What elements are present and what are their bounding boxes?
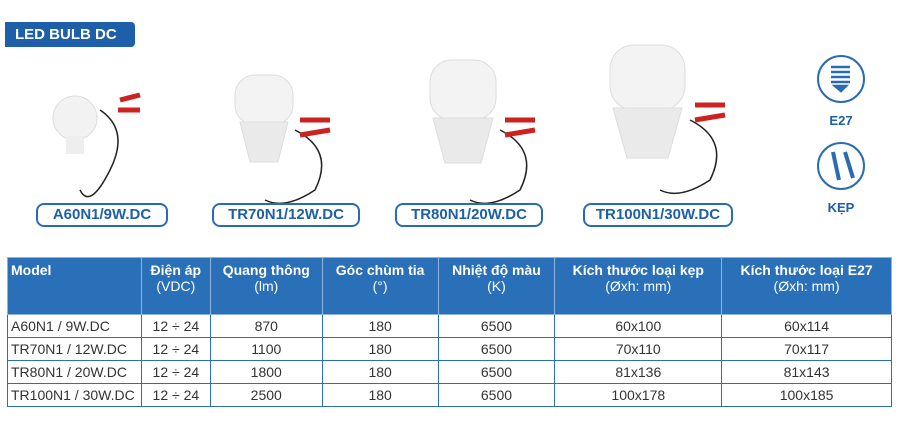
product-label: TR70N1/12W.DC bbox=[212, 203, 360, 227]
table-cell: A60N1 / 9W.DC bbox=[7, 314, 142, 338]
column-header: Góc chùm tia (°) bbox=[321, 257, 439, 315]
table-row: TR70N1 / 12W.DC 12 ÷ 24 1100 180 6500 70x110 7… bbox=[7, 337, 892, 361]
table-cell: 180 bbox=[321, 383, 439, 407]
table-cell: TR80N1 / 20W.DC bbox=[7, 360, 142, 384]
table-cell: TR100N1 / 30W.DC bbox=[7, 383, 142, 407]
table-row: TR100N1 / 30W.DC 12 ÷ 24 2500 180 6500 100x17… bbox=[7, 383, 892, 407]
table-cell: 100x178 bbox=[554, 383, 723, 407]
header-unit: (Øxh: mm) bbox=[773, 278, 840, 294]
table-cell: 12 ÷ 24 bbox=[140, 383, 211, 407]
table-row: A60N1 / 9W.DC 12 ÷ 24 870 180 6500 60x100 60x1… bbox=[7, 314, 892, 338]
kep-label: KẸP bbox=[827, 200, 855, 215]
table-cell: 6500 bbox=[437, 360, 556, 384]
column-header: Kích thước loại kẹp (Øxh: mm) bbox=[554, 257, 723, 315]
header-unit: (Øxh: mm) bbox=[605, 278, 672, 294]
table-cell: 81x136 bbox=[554, 360, 723, 384]
table-cell: 12 ÷ 24 bbox=[140, 314, 211, 338]
table-cell: 1800 bbox=[209, 360, 323, 384]
table-row: TR80N1 / 20W.DC 12 ÷ 24 1800 180 6500 81x136 8… bbox=[7, 360, 892, 384]
product-label: TR80N1/20W.DC bbox=[395, 203, 543, 227]
clamp-icon bbox=[817, 142, 865, 190]
product-label: TR100N1/30W.DC bbox=[583, 203, 733, 227]
header-unit: (lm) bbox=[254, 278, 279, 294]
table-cell: 60x114 bbox=[721, 314, 892, 338]
column-header: Điện áp (VDC) bbox=[140, 257, 211, 315]
section-title: LED BULB DC bbox=[5, 22, 135, 47]
column-header: Kích thước loại E27 (Øxh: mm) bbox=[721, 257, 892, 315]
header-title: Điện áp bbox=[150, 262, 202, 278]
table-cell: 12 ÷ 24 bbox=[140, 360, 211, 384]
bulb-tr100-image bbox=[609, 44, 726, 195]
header-title: Kích thước loại kẹp bbox=[572, 262, 704, 278]
header-unit: (VDC) bbox=[156, 278, 196, 294]
product-images bbox=[52, 44, 726, 205]
bulb-tr70-image bbox=[234, 74, 331, 205]
spec-table: Model Điện áp (VDC) Quang thông (lm) Góc c… bbox=[7, 257, 892, 407]
table-cell: 12 ÷ 24 bbox=[140, 337, 211, 361]
header-title: Kích thước loại E27 bbox=[740, 262, 873, 278]
header-unit: (K) bbox=[487, 278, 506, 294]
table-cell: 6500 bbox=[437, 383, 556, 407]
column-header: Nhiệt độ màu (K) bbox=[437, 257, 556, 315]
table-cell: 1100 bbox=[209, 337, 323, 361]
header-unit: (°) bbox=[372, 278, 388, 294]
header-title: Nhiệt độ màu bbox=[452, 262, 541, 278]
e27-socket-icon bbox=[817, 55, 865, 103]
header-title: Quang thông bbox=[222, 262, 310, 278]
header-title: Góc chùm tia bbox=[335, 262, 425, 278]
bulb-tr80-image bbox=[429, 59, 536, 205]
header-title: Model bbox=[11, 262, 52, 278]
table-cell: 6500 bbox=[437, 337, 556, 361]
table-cell: 6500 bbox=[437, 314, 556, 338]
table-cell: TR70N1 / 12W.DC bbox=[7, 337, 142, 361]
table-cell: 70x110 bbox=[554, 337, 723, 361]
table-header-row: Model Điện áp (VDC) Quang thông (lm) Góc c… bbox=[7, 257, 892, 315]
table-cell: 180 bbox=[321, 360, 439, 384]
table-cell: 870 bbox=[209, 314, 323, 338]
table-cell: 81x143 bbox=[721, 360, 892, 384]
table-cell: 70x117 bbox=[721, 337, 892, 361]
e27-label: E27 bbox=[829, 113, 853, 128]
table-cell: 60x100 bbox=[554, 314, 723, 338]
column-header: Quang thông (lm) bbox=[209, 257, 323, 315]
table-cell: 180 bbox=[321, 337, 439, 361]
table-cell: 100x185 bbox=[721, 383, 892, 407]
column-header: Model bbox=[7, 257, 142, 315]
bulb-a60-image bbox=[52, 92, 141, 198]
product-label: A60N1/9W.DC bbox=[36, 203, 168, 227]
table-cell: 180 bbox=[321, 314, 439, 338]
table-cell: 2500 bbox=[209, 383, 323, 407]
